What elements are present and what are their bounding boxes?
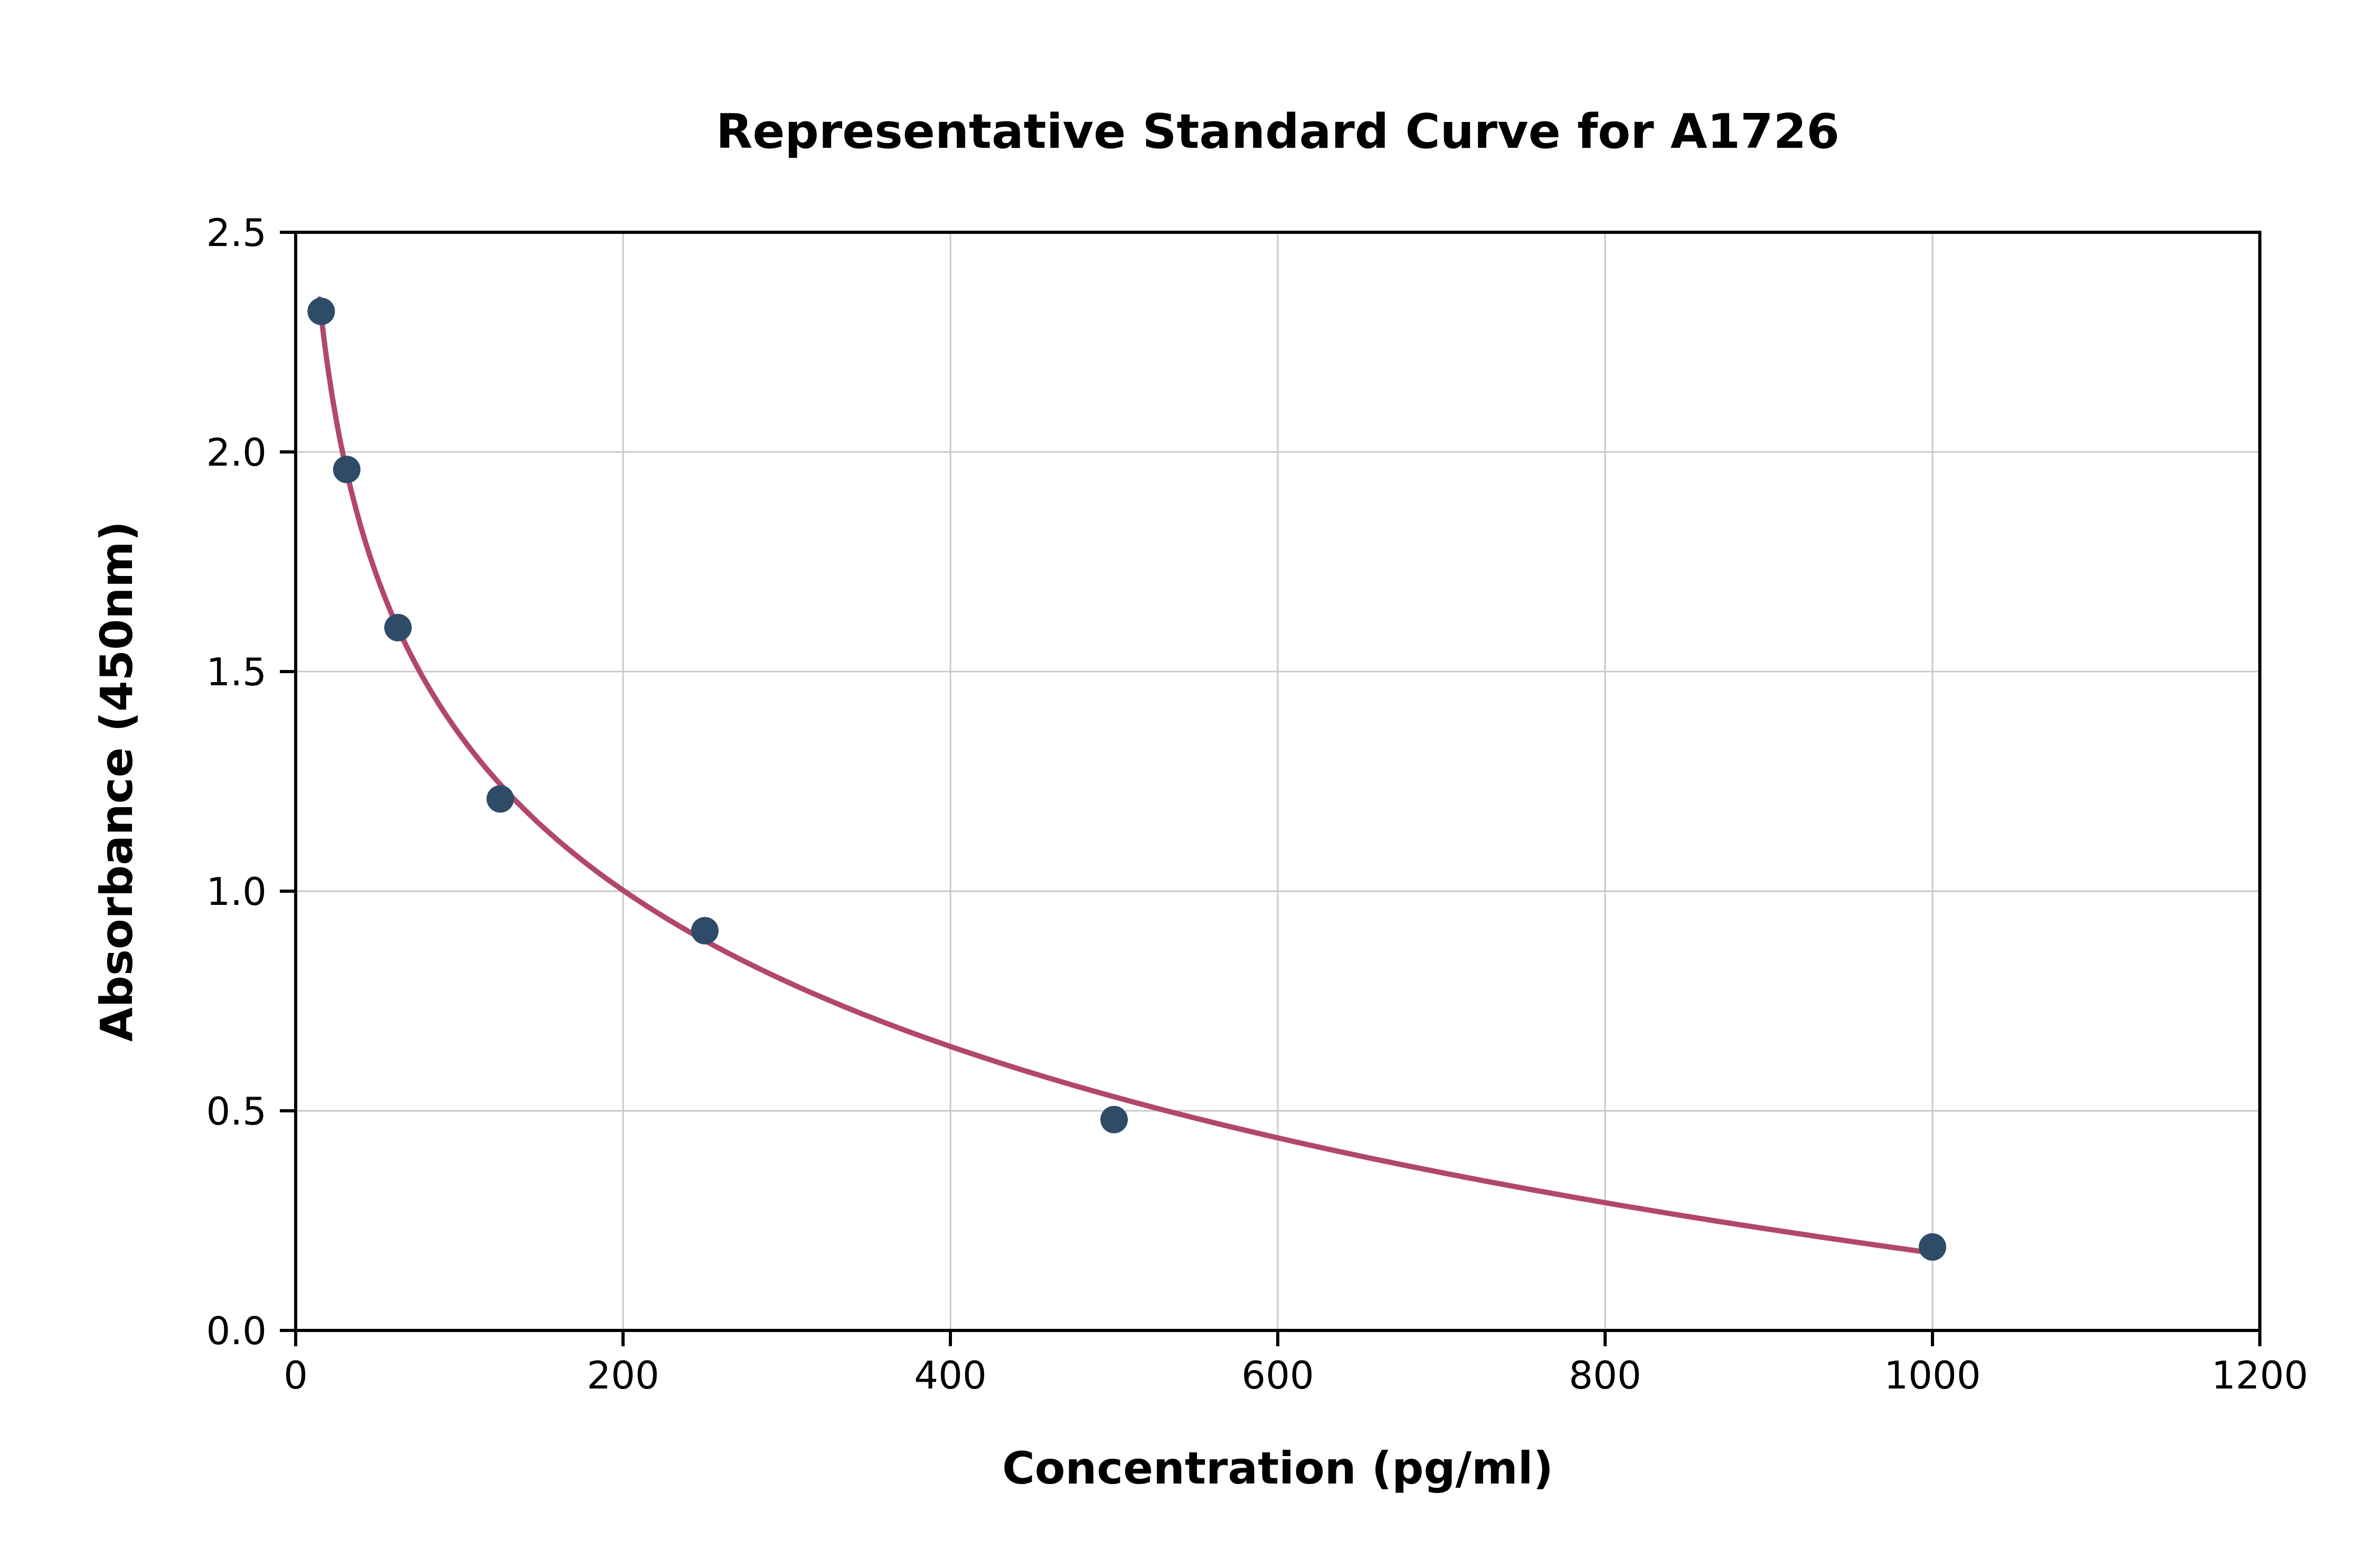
data-point — [1100, 1106, 1128, 1134]
gridlines — [295, 231, 2261, 1331]
y-axis-label: Absorbance (450nm) — [91, 521, 143, 1042]
x-tick-label: 800 — [1569, 1353, 1641, 1397]
y-axis-ticks: 0.0 0.5 1.0 1.5 2.0 2.5 — [206, 211, 296, 1353]
x-tick-label: 400 — [914, 1353, 986, 1397]
data-point — [691, 917, 719, 944]
scatter-points — [307, 297, 1946, 1261]
x-axis-label: Concentration (pg/ml) — [1002, 1442, 1553, 1494]
data-point — [1919, 1233, 1946, 1261]
x-tick-label: 0 — [284, 1353, 308, 1397]
y-tick-label: 2.0 — [206, 430, 267, 475]
y-tick-label: 1.0 — [206, 870, 267, 914]
data-point — [384, 613, 412, 641]
data-point — [333, 456, 361, 484]
y-tick-label: 0.0 — [206, 1309, 267, 1353]
x-tick-label: 600 — [1241, 1353, 1314, 1397]
data-point — [486, 785, 514, 813]
y-tick-label: 1.5 — [206, 650, 267, 694]
y-tick-label: 0.5 — [206, 1089, 267, 1134]
x-tick-label: 200 — [587, 1353, 659, 1397]
x-axis-ticks: 0 200 400 600 800 1000 1200 — [284, 1330, 2308, 1397]
x-tick-label: 1200 — [2211, 1353, 2308, 1397]
fit-curve — [317, 296, 1935, 1256]
x-tick-label: 1000 — [1884, 1353, 1981, 1397]
chart-title: Representative Standard Curve for A1726 — [716, 104, 1840, 159]
data-point — [307, 297, 335, 325]
y-tick-label: 2.5 — [206, 211, 267, 255]
